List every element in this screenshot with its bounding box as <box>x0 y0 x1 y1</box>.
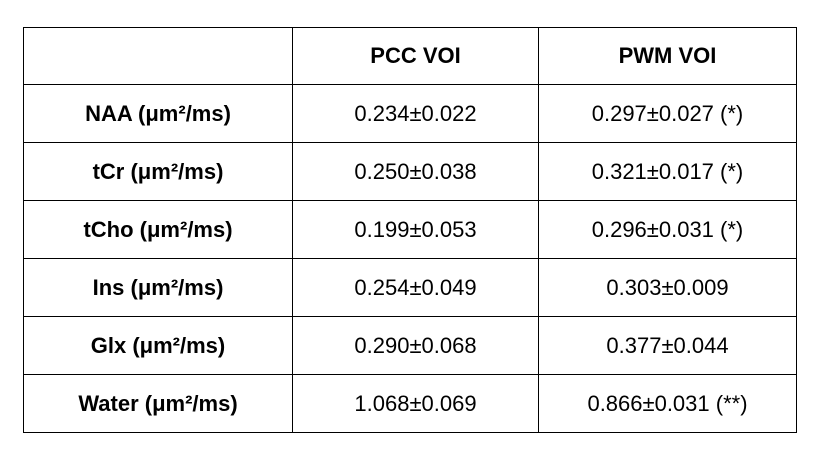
row-label: NAA (μm²/ms) <box>23 84 293 143</box>
table-row: Ins (μm²/ms) 0.254±0.049 0.303±0.009 <box>23 258 797 317</box>
cell-value: 0.250±0.038 <box>292 142 539 201</box>
row-label: tCho (μm²/ms) <box>23 200 293 259</box>
cell-value: 0.290±0.068 <box>292 316 539 375</box>
table-body: NAA (μm²/ms) 0.234±0.022 0.297±0.027 (*) tC… <box>23 84 797 433</box>
row-label: Water (μm²/ms) <box>23 374 293 433</box>
cell-value: 0.296±0.031 (*) <box>538 200 797 259</box>
corner-cell <box>23 27 293 85</box>
cell-value: 0.377±0.044 <box>538 316 797 375</box>
table-row: Water (μm²/ms) 1.068±0.069 0.866±0.031 (**… <box>23 374 797 433</box>
cell-value: 0.234±0.022 <box>292 84 539 143</box>
cell-value: 0.866±0.031 (**) <box>538 374 797 433</box>
cell-value: 0.303±0.009 <box>538 258 797 317</box>
table-row: NAA (μm²/ms) 0.234±0.022 0.297±0.027 (*) <box>23 84 797 143</box>
table-row: Glx (μm²/ms) 0.290±0.068 0.377±0.044 <box>23 316 797 375</box>
column-header: PCC VOI <box>292 27 539 85</box>
row-label: Glx (μm²/ms) <box>23 316 293 375</box>
cell-value: 0.199±0.053 <box>292 200 539 259</box>
header-row: PCC VOI PWM VOI <box>23 27 797 85</box>
data-table: PCC VOI PWM VOI NAA (μm²/ms) 0.234±0.022 0.… <box>23 27 797 433</box>
cell-value: 0.321±0.017 (*) <box>538 142 797 201</box>
table-row: tCr (μm²/ms) 0.250±0.038 0.321±0.017 (*) <box>23 142 797 201</box>
table-row: tCho (μm²/ms) 0.199±0.053 0.296±0.031 (*) <box>23 200 797 259</box>
cell-value: 1.068±0.069 <box>292 374 539 433</box>
cell-value: 0.254±0.049 <box>292 258 539 317</box>
column-header: PWM VOI <box>538 27 797 85</box>
row-label: tCr (μm²/ms) <box>23 142 293 201</box>
row-label: Ins (μm²/ms) <box>23 258 293 317</box>
cell-value: 0.297±0.027 (*) <box>538 84 797 143</box>
